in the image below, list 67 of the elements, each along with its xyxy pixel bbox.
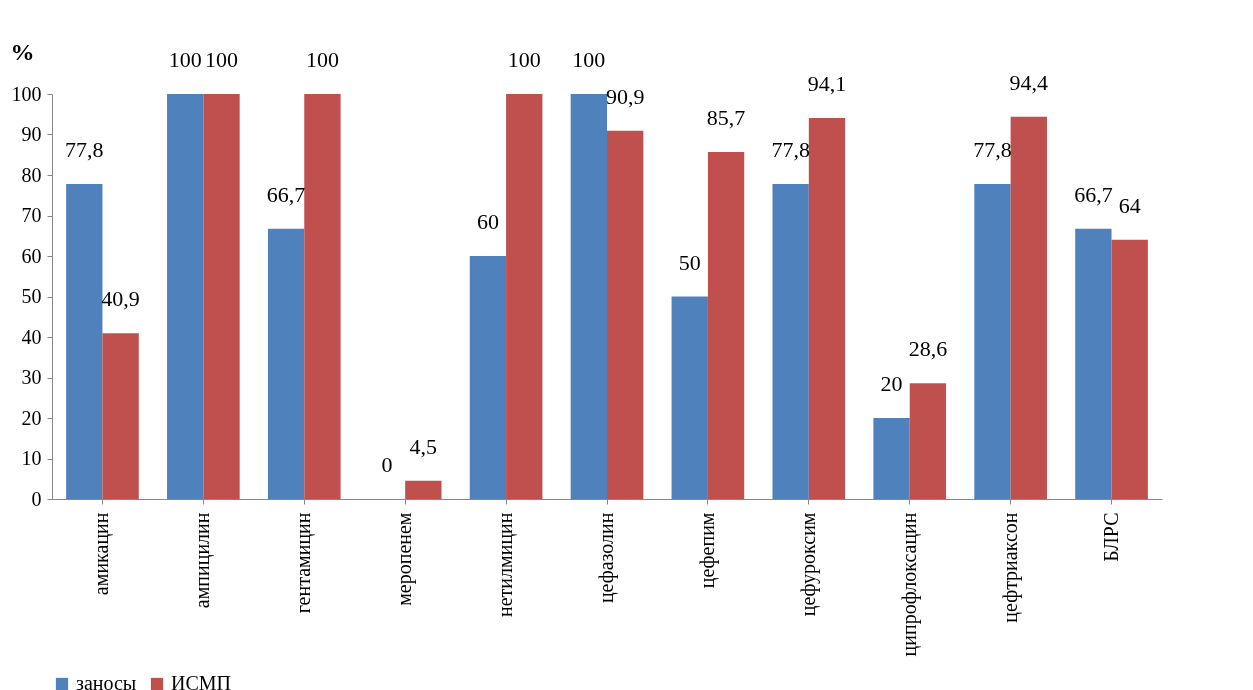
data-label: 77,8 — [973, 136, 1012, 162]
data-label: 100 — [305, 47, 339, 72]
x-tick-label: БЛРС — [1099, 512, 1122, 562]
x-tick-label: цефтриаксон — [998, 512, 1022, 623]
bar — [304, 94, 341, 499]
legend-label: заносы — [76, 672, 137, 690]
bar — [102, 333, 139, 499]
bar — [671, 296, 708, 499]
bar — [469, 256, 507, 499]
y-tick-label: 30 — [21, 366, 42, 388]
data-label: 60 — [476, 209, 499, 234]
x-tick-label: гентамицин — [292, 512, 316, 614]
data-label: 77,8 — [65, 136, 104, 162]
bar — [909, 383, 947, 499]
data-label: 94,4 — [1009, 69, 1049, 95]
x-tick-label: меропенем — [393, 512, 417, 606]
data-label: 94,1 — [807, 70, 847, 96]
y-tick-label: 10 — [21, 447, 42, 469]
bar — [772, 183, 809, 499]
data-label: 66,7 — [1074, 181, 1113, 207]
bar — [974, 183, 1011, 499]
bar — [506, 94, 543, 499]
bar — [570, 94, 607, 499]
x-tick-label: цефепим — [695, 512, 719, 589]
x-tick-label: амикацин — [90, 512, 114, 596]
bar — [1111, 239, 1148, 499]
bar — [808, 117, 846, 499]
data-label: 28,6 — [908, 336, 948, 362]
bar — [1010, 116, 1047, 499]
data-label: 90,9 — [605, 83, 645, 109]
bar — [707, 151, 745, 499]
bar — [267, 228, 305, 499]
data-label: 20 — [880, 371, 903, 396]
data-label: 50 — [678, 249, 701, 275]
data-label: 4,5 — [409, 433, 438, 459]
data-label: 0 — [381, 452, 393, 477]
data-label: 100 — [572, 47, 606, 72]
data-label: 100 — [205, 47, 239, 72]
y-tick-label: 40 — [21, 325, 42, 348]
data-label: 66,7 — [266, 181, 306, 207]
data-label: 77,8 — [771, 136, 810, 162]
data-label: 100 — [168, 47, 202, 72]
x-tick-label: нетилмицин — [494, 512, 518, 617]
bar — [607, 130, 644, 499]
y-tick-label: 0 — [31, 487, 42, 510]
x-tick-label: ампицилин — [191, 512, 215, 609]
bar — [167, 94, 204, 499]
y-tick-label: 60 — [21, 244, 42, 267]
bar — [405, 480, 442, 499]
x-tick-label: цефазолин — [595, 512, 618, 604]
x-tick-label: цефуроксим — [796, 512, 820, 617]
bar — [1075, 228, 1112, 499]
x-tick-label: ципрофлоксацин — [897, 512, 921, 657]
bar — [66, 183, 103, 499]
y-tick-label: 100 — [11, 82, 42, 105]
y-axis-title: % — [10, 38, 35, 65]
data-label: 85,7 — [706, 104, 746, 130]
y-tick-label: 80 — [21, 163, 42, 186]
data-label: 100 — [507, 47, 541, 72]
y-tick-label: 20 — [21, 406, 42, 429]
data-label: 64 — [1118, 192, 1141, 218]
y-tick-label: 90 — [21, 123, 42, 145]
legend-label: ИСМП — [171, 672, 232, 690]
bar — [203, 94, 240, 499]
bar — [873, 418, 910, 499]
y-tick-label: 50 — [21, 285, 42, 307]
y-tick-label: 70 — [21, 204, 42, 226]
